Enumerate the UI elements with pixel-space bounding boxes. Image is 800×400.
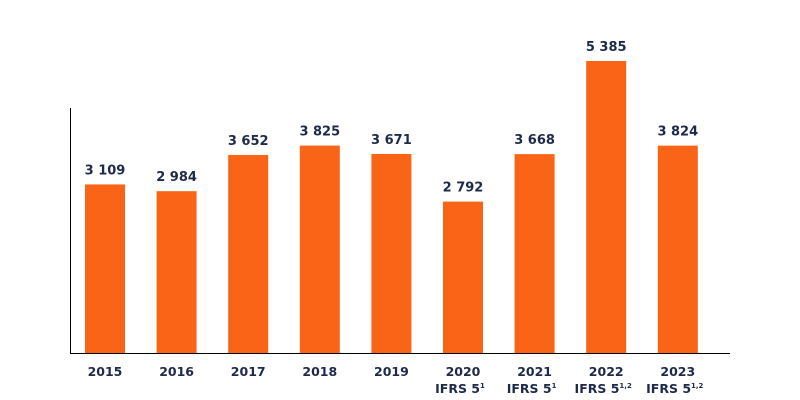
bar-2018 xyxy=(299,145,340,353)
footnote-superscript: 1,2 xyxy=(619,382,632,390)
x-tick-label: 2015 xyxy=(88,364,123,379)
footnote-superscript: 1,2 xyxy=(691,382,704,390)
x-tick-label: 2018 xyxy=(302,364,337,379)
data-label: 2 792 xyxy=(443,181,484,196)
x-tick-label: 2020 xyxy=(446,364,481,379)
x-tick-note: IFRS 51 xyxy=(507,381,557,396)
bar-2015 xyxy=(85,184,125,353)
data-label: 3 671 xyxy=(371,133,412,148)
data-label: 3 109 xyxy=(85,163,126,178)
data-label: 5 385 xyxy=(586,40,627,55)
data-label: 3 825 xyxy=(299,125,340,140)
footnote-superscript: 1 xyxy=(552,382,557,390)
bar-2022 xyxy=(586,61,627,353)
data-label: 3 652 xyxy=(228,134,269,149)
x-tick-label: 2017 xyxy=(231,364,266,379)
data-label: 2 984 xyxy=(156,170,197,185)
x-tick-note: IFRS 51 xyxy=(435,381,485,396)
bar-2021 xyxy=(514,154,555,353)
x-tick-note: IFRS 51,2 xyxy=(646,381,703,396)
bar-2019 xyxy=(371,153,412,353)
x-tick-label: 2016 xyxy=(159,364,194,379)
bar-2023 xyxy=(657,145,698,353)
data-label: 3 824 xyxy=(657,125,698,140)
x-tick-note: IFRS 51,2 xyxy=(575,381,632,396)
x-tick-label: 2022 xyxy=(589,364,624,379)
bar-2017 xyxy=(228,154,269,353)
bar-2020 xyxy=(443,201,483,353)
x-tick-label: 2019 xyxy=(374,364,409,379)
bar-2016 xyxy=(156,191,197,353)
x-tick-label: 2021 xyxy=(517,364,552,379)
x-tick-label: 2023 xyxy=(660,364,695,379)
data-label: 3 668 xyxy=(514,133,555,148)
footnote-superscript: 1 xyxy=(480,382,485,390)
